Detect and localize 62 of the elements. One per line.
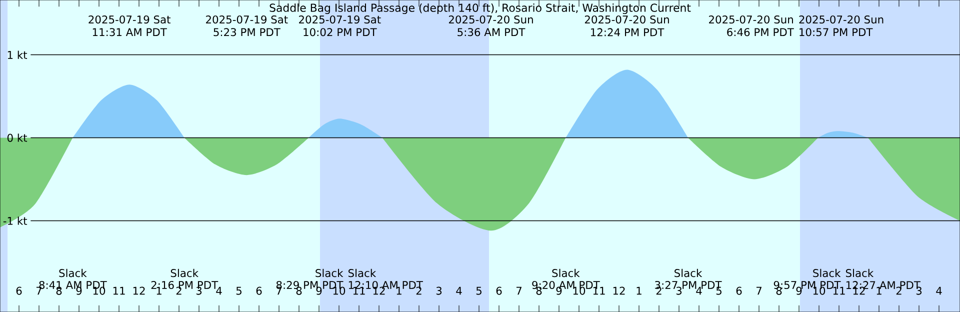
- annotation: 10:02 PM PDT: [304, 28, 377, 36]
- annotation: 11:31 AM PDT: [92, 28, 167, 36]
- annotation: 5:23 PM PDT: [214, 28, 280, 36]
- annotation: Slack: [348, 268, 376, 278]
- annotation: Slack: [552, 268, 580, 278]
- x-tick-label: 11: [833, 286, 845, 295]
- y-tick-label: -1 kt: [3, 216, 28, 225]
- x-tick-label: 2: [416, 286, 422, 295]
- x-tick-label: 10: [813, 286, 826, 295]
- x-tick-label: 4: [936, 286, 942, 295]
- x-tick-label: 12: [373, 286, 385, 295]
- x-tick-label: 5: [476, 286, 482, 295]
- annotation: 12:24 PM PDT: [591, 28, 664, 36]
- x-tick-label: 11: [113, 286, 125, 295]
- annotation: Slack: [59, 268, 87, 278]
- x-tick-label: 9: [316, 286, 322, 295]
- x-tick-label: 1: [636, 286, 642, 295]
- x-tick-label: 4: [696, 286, 702, 295]
- x-tick-label: 7: [756, 286, 762, 295]
- y-tick-label: 1 kt: [8, 50, 28, 59]
- x-tick-label: 11: [593, 286, 605, 295]
- x-tick-label: 4: [456, 286, 462, 295]
- x-tick-label: 10: [573, 286, 586, 295]
- x-tick-label: 1: [156, 286, 162, 295]
- x-tick-label: 8: [56, 286, 62, 295]
- annotation: Slack: [674, 268, 702, 278]
- x-tick-label: 6: [256, 286, 262, 295]
- x-tick-label: 8: [536, 286, 542, 295]
- x-tick-label: 1: [876, 286, 882, 295]
- annotation: 10:57 PM PDT: [800, 28, 873, 36]
- annotation: 2025-07-20 Sun: [799, 15, 884, 24]
- x-tick-label: 6: [16, 286, 22, 295]
- annotation: 5:36 AM PDT: [458, 28, 526, 36]
- chart-title: Saddle Bag Island Passage (depth 140 ft), Rosario Strait, Washington Current: [270, 3, 691, 14]
- x-tick-label: 1: [396, 286, 402, 295]
- annotation: 2025-07-20 Sun: [709, 15, 793, 24]
- x-tick-label: 3: [436, 286, 442, 295]
- x-tick-label: 9: [76, 286, 82, 295]
- annotation: 2025-07-20 Sun: [584, 15, 669, 24]
- annotation: Slack: [846, 268, 874, 278]
- x-tick-label: 8: [776, 286, 782, 295]
- x-tick-label: 4: [216, 286, 222, 295]
- annotation: 2025-07-19 Sat: [299, 15, 381, 24]
- x-tick-label: 3: [676, 286, 682, 295]
- x-tick-label: 5: [236, 286, 242, 295]
- x-tick-label: 7: [516, 286, 522, 295]
- annotation: 2025-07-19 Sat: [88, 15, 171, 24]
- x-tick-label: 10: [333, 286, 346, 295]
- x-tick-label: 12: [613, 286, 625, 295]
- annotation: Slack: [813, 268, 841, 278]
- x-tick-label: 3: [916, 286, 922, 295]
- annotation: 2025-07-19 Sat: [206, 15, 288, 24]
- annotation: 8:41 AM PDT: [39, 280, 107, 290]
- x-tick-label: 3: [196, 286, 202, 295]
- annotation: 2025-07-20 Sun: [448, 15, 533, 24]
- x-tick-label: 12: [133, 286, 145, 295]
- annotation: Slack: [316, 268, 344, 278]
- annotation: 6:46 PM PDT: [727, 28, 794, 36]
- x-tick-label: 6: [496, 286, 502, 295]
- x-tick-label: 11: [353, 286, 365, 295]
- x-tick-label: 6: [736, 286, 742, 295]
- annotation: Slack: [170, 268, 198, 278]
